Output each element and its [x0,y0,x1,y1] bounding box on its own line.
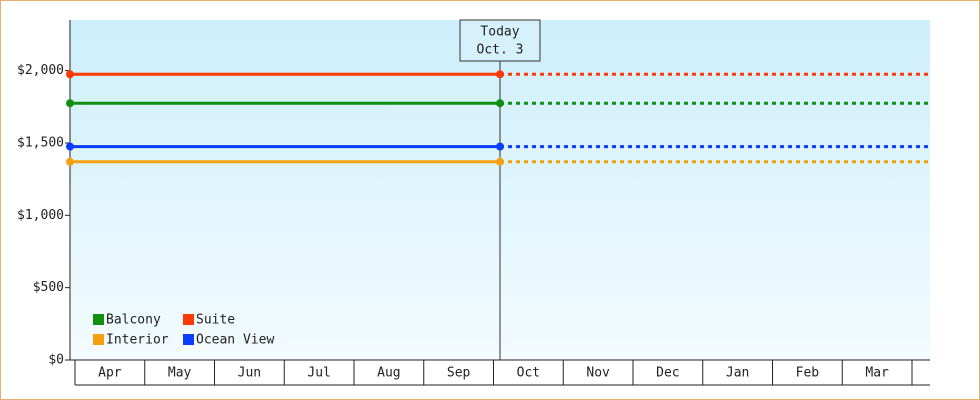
today-label: Today [480,25,519,40]
y-tick-label: $0 [48,353,64,368]
point [66,99,74,108]
point [66,142,74,151]
x-tick-label: Mar [865,366,889,381]
legend-swatch [183,334,194,345]
y-tick-label: $1,500 [17,135,64,150]
x-tick-label: Oct [517,366,540,381]
point [496,157,504,166]
x-tick-label: Jan [726,366,749,381]
x-tick-label: Nov [586,366,610,381]
x-tick-label: May [168,366,192,381]
legend-label: Interior [106,333,169,348]
point [66,70,74,79]
legend-label: Suite [196,313,235,328]
legend-label: Ocean View [196,333,274,348]
x-tick-label: Jul [307,366,330,381]
y-tick-label: $500 [33,280,64,295]
point [496,70,504,79]
point [66,157,74,166]
y-tick-label: $2,000 [17,63,64,78]
x-tick-label: Dec [656,366,679,381]
x-tick-label: Jun [238,366,261,381]
x-tick-label: Feb [796,366,820,381]
today-box [459,19,541,62]
point [496,142,504,151]
x-tick-label: Sep [447,366,471,381]
legend-swatch [93,334,104,345]
legend-label: Balcony [106,313,161,328]
x-tick-label: Apr [98,366,122,381]
legend-swatch [93,314,104,325]
y-tick-label: $1,000 [17,208,64,223]
legend-swatch [183,314,194,325]
x-tick-label: Aug [377,366,400,381]
today-date: Oct. 3 [477,43,524,58]
point [496,99,504,108]
